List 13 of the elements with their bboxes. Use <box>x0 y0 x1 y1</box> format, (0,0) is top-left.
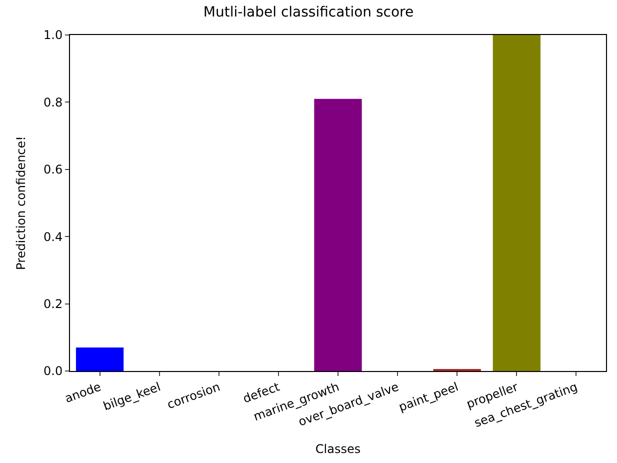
y-axis-title: Prediction confidence! <box>14 136 28 270</box>
y-tick-label: 0.0 <box>44 364 63 378</box>
bar <box>314 98 362 371</box>
x-axis-title: Classes <box>315 442 361 456</box>
y-tick-label: 1.0 <box>44 28 63 42</box>
y-tick-label: 0.2 <box>44 297 63 311</box>
y-tick-label: 0.4 <box>44 230 63 244</box>
y-tick-label: 0.8 <box>44 95 63 110</box>
x-tick-label: anode <box>63 380 103 406</box>
bar <box>76 347 124 371</box>
bar <box>492 35 540 371</box>
chart-title: Mutli-label classification score <box>203 4 414 21</box>
y-tick-label: 0.6 <box>44 162 63 177</box>
